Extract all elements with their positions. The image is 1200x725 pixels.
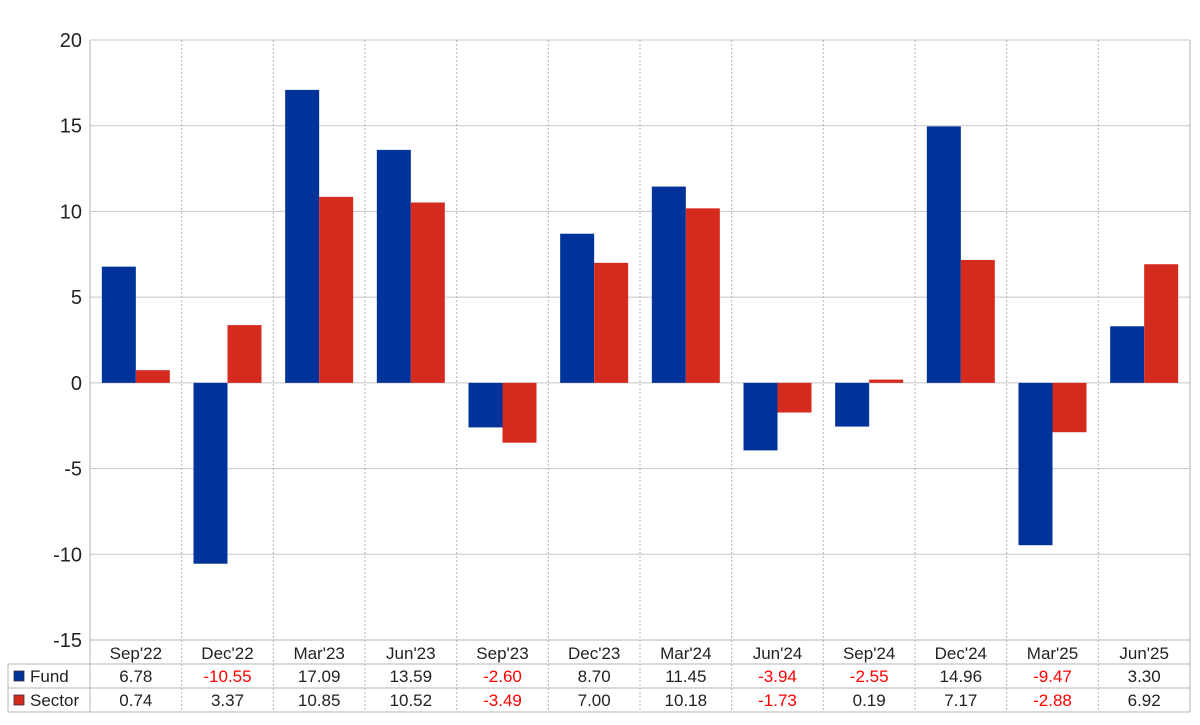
- bar-fund-3: [376, 149, 411, 383]
- bar-fund-10: [1018, 382, 1053, 546]
- x-tick-label: Jun'24: [753, 644, 803, 663]
- bar-fund-9: [926, 126, 961, 383]
- bar-fund-0: [101, 266, 136, 383]
- y-tick-label: 10: [60, 201, 82, 223]
- legend-label-sector: Sector: [30, 691, 79, 710]
- bar-fund-11: [1110, 326, 1145, 383]
- bar-sector-2: [319, 196, 354, 383]
- bar-fund-4: [468, 382, 503, 428]
- legend-label-fund: Fund: [30, 667, 69, 686]
- data-label-sector: 3.37: [211, 691, 244, 710]
- x-tick-label: Sep'23: [476, 644, 528, 663]
- bar-fund-8: [835, 382, 870, 427]
- data-label-fund: 11.45: [665, 667, 706, 686]
- y-tick-label: 20: [60, 30, 82, 52]
- x-tick-label: Jun'23: [386, 644, 436, 663]
- data-label-sector: 0.74: [119, 691, 152, 710]
- bar-fund-5: [560, 233, 595, 383]
- x-tick-label: Dec'22: [201, 644, 253, 663]
- bar-fund-2: [285, 89, 320, 383]
- data-label-fund: -9.47: [1033, 667, 1072, 686]
- bar-sector-4: [502, 382, 537, 443]
- legend-swatch-sector: [13, 694, 25, 706]
- bar-sector-11: [1144, 264, 1179, 383]
- data-label-sector: 7.00: [578, 691, 611, 710]
- data-label-sector: 10.52: [390, 691, 433, 710]
- data-label-fund: -10.55: [203, 667, 251, 686]
- bar-fund-7: [743, 382, 778, 451]
- bar-sector-6: [685, 208, 720, 383]
- y-tick-label: 0: [71, 373, 82, 395]
- data-label-fund: -2.60: [483, 667, 522, 686]
- x-tick-label: Sep'24: [843, 644, 895, 663]
- bar-sector-5: [594, 262, 629, 383]
- x-tick-label: Dec'23: [568, 644, 620, 663]
- bar-sector-7: [777, 382, 812, 413]
- bar-sector-10: [1052, 382, 1087, 433]
- data-label-sector: 10.85: [298, 691, 341, 710]
- data-label-sector: -3.49: [483, 691, 522, 710]
- data-label-sector: 10.18: [665, 691, 708, 710]
- data-label-fund: -3.94: [758, 667, 797, 686]
- x-tick-label: Mar'23: [293, 644, 344, 663]
- bar-sector-9: [960, 259, 995, 383]
- data-label-sector: 6.92: [1128, 691, 1161, 710]
- data-label-fund: 8.70: [578, 667, 611, 686]
- bar-sector-0: [135, 370, 170, 383]
- data-label-fund: 13.59: [390, 667, 433, 686]
- legend-swatch-fund: [13, 670, 25, 682]
- data-label-sector: -1.73: [758, 691, 797, 710]
- data-label-fund: 17.09: [298, 667, 341, 686]
- data-table: Sep'22 Dec'22 Mar'23 Jun'23 Sep'23 Dec'23 Mar'…: [7, 639, 1190, 713]
- bar-fund-1: [193, 382, 228, 564]
- bar-sector-8: [869, 379, 904, 383]
- y-tick-label: -15: [53, 630, 82, 652]
- x-tick-label: Dec'24: [935, 644, 987, 663]
- bar-sector-1: [227, 325, 262, 383]
- data-label-fund: 3.30: [1128, 667, 1161, 686]
- data-label-fund: 14.96: [940, 667, 983, 686]
- x-tick-label: Sep'22: [110, 644, 162, 663]
- data-label-sector: 0.19: [853, 691, 886, 710]
- y-tick-label: -5: [64, 459, 82, 481]
- data-label-sector: 7.17: [944, 691, 977, 710]
- bar-fund-6: [651, 186, 686, 383]
- data-label-fund: 6.78: [119, 667, 152, 686]
- axis-layer: 20 15 10 5 0 -5 -10 -15: [53, 30, 82, 652]
- y-tick-label: 15: [60, 116, 82, 138]
- bars-layer: [101, 89, 1179, 564]
- x-tick-label: Mar'24: [660, 644, 711, 663]
- x-tick-label: Mar'25: [1027, 644, 1078, 663]
- data-label-sector: -2.88: [1033, 691, 1072, 710]
- y-tick-label: -10: [53, 544, 82, 566]
- x-tick-label: Jun'25: [1119, 644, 1169, 663]
- y-tick-label: 5: [71, 287, 82, 309]
- bar-sector-3: [410, 202, 445, 383]
- data-label-fund: -2.55: [850, 667, 889, 686]
- grid-layer: [89, 39, 1191, 712]
